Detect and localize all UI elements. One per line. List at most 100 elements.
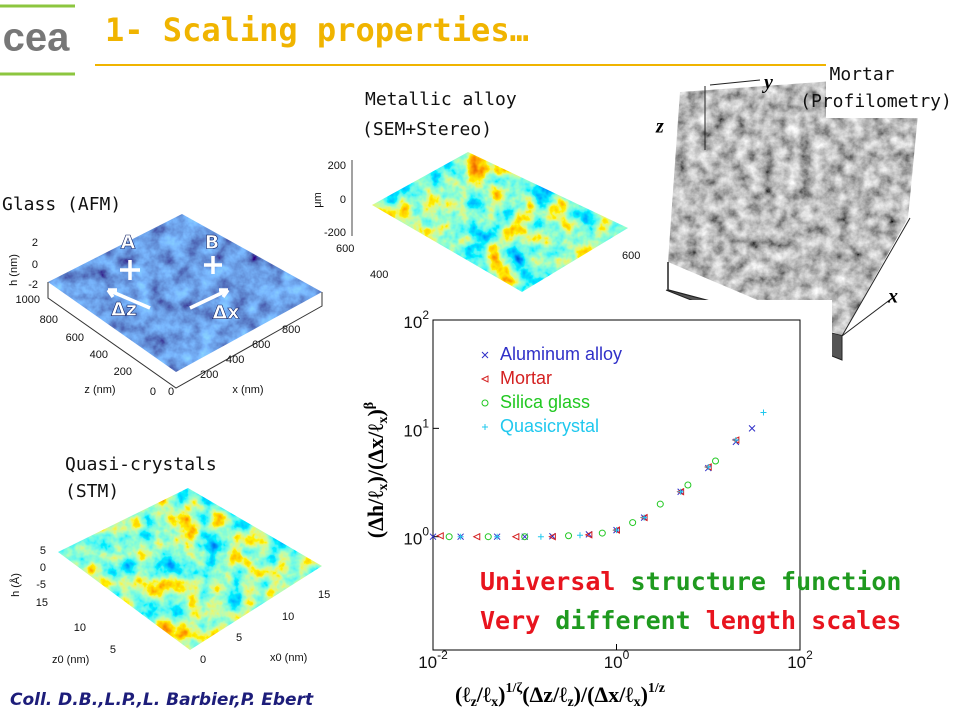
highlight-line: Very different length scales: [480, 606, 901, 635]
legend-label: Mortar: [500, 368, 552, 388]
tick-label: 5: [40, 545, 46, 557]
tick-label: -5: [36, 579, 46, 591]
data-point: [760, 409, 767, 416]
data-point: [537, 533, 544, 540]
label-part: 1/ζ: [506, 681, 523, 696]
logo: cea: [0, 4, 75, 76]
delta-label: Δx: [213, 302, 240, 324]
tick-label: 0: [168, 386, 174, 398]
data-point: [576, 532, 583, 539]
highlight-word: structure function: [615, 567, 901, 596]
label-part: x: [634, 695, 641, 710]
data-point: [641, 514, 648, 521]
tick-label: 0: [200, 654, 206, 666]
tick-label: 600: [622, 250, 640, 262]
glass-panel: Glass (AFM) h (nm) 2 0 -2 1000 800 600 4…: [2, 194, 323, 398]
axis-label: μm: [312, 192, 324, 208]
axis-label: x0 (nm): [270, 652, 307, 664]
tick-exponent: -2: [437, 648, 448, 662]
data-point: [684, 481, 692, 489]
data-point: [712, 457, 720, 465]
label-part: ): [641, 682, 648, 707]
y-axis-label: (Δh/ℓx)/(Δx/ℓx)β: [362, 402, 391, 538]
label-part: (Δh/ℓ: [363, 490, 388, 538]
legend-label: Aluminum alloy: [500, 344, 622, 364]
tick-label: 800: [282, 324, 300, 336]
tick-label: 5: [236, 632, 242, 644]
tick-label: 600: [336, 243, 354, 255]
data-point: [629, 519, 637, 526]
label-part: /ℓ: [476, 682, 491, 707]
panel-label: Metallic alloy: [365, 89, 517, 110]
tick-base: 10: [403, 530, 422, 549]
data-point: [656, 500, 664, 508]
label-part: z: [471, 695, 477, 710]
tick-label: 200: [328, 160, 346, 172]
tick-label: 400: [370, 269, 388, 281]
label-part: x: [376, 417, 391, 424]
legend-marker: [482, 424, 488, 430]
quasi-panel: Quasi-crystals (STM) h (Å) 5 0 -5 15 10 …: [9, 454, 330, 666]
highlight-word: Very: [480, 606, 540, 635]
tick-label: 200: [114, 366, 132, 378]
tick-base: 10: [418, 653, 437, 672]
tick-label: 5: [110, 644, 116, 656]
tick-label: 600: [252, 339, 270, 351]
data-point: [484, 533, 492, 541]
tick-label: 15: [36, 597, 48, 609]
chart-background: [392, 300, 832, 662]
data-point: [472, 532, 481, 541]
panel-label: (SEM+Stereo): [362, 119, 492, 140]
axis-label: h (Å): [9, 573, 22, 597]
x-axis-label: (ℓz/ℓx)1/ζ(Δz/ℓz)/(Δx/ℓx)1/z: [455, 681, 665, 710]
highlight-word: length scales: [691, 606, 902, 635]
axis-letter: z: [655, 116, 664, 138]
tick-label: 0: [150, 386, 156, 398]
delta-label: Δz: [111, 299, 137, 321]
data-point: [748, 424, 756, 432]
label-part: x: [376, 483, 391, 490]
data-point: [732, 437, 739, 444]
tick-exponent: 2: [806, 648, 813, 662]
panel-label: (STM): [65, 481, 119, 502]
axis-label: x (nm): [232, 384, 263, 396]
panel-label: Mortar: [829, 64, 894, 85]
data-point: [429, 533, 437, 541]
legend-marker: [481, 399, 489, 407]
tick-label: -2: [28, 279, 38, 291]
tick-base: 10: [403, 313, 422, 332]
legend-label: Quasicrystal: [500, 416, 599, 436]
tick-label: 200: [200, 369, 218, 381]
point-label: B: [205, 232, 219, 254]
label-part: ): [498, 682, 505, 707]
data-point: [457, 533, 464, 540]
tick-exponent: 2: [422, 308, 429, 322]
tick-label: 101: [403, 417, 429, 441]
tick-label: 400: [226, 354, 244, 366]
label-part: z: [567, 695, 573, 710]
tick-label: 102: [787, 648, 813, 672]
data-point: [511, 532, 520, 541]
highlight-word: different: [540, 606, 691, 635]
tick-label: 0: [340, 194, 346, 206]
label-part: x: [491, 695, 498, 710]
tick-label: 400: [90, 349, 108, 361]
tick-label: 102: [403, 308, 429, 332]
chart: 10-2 100 102100101102(Δh/ℓx)/(Δx/ℓx)β(ℓz/ℓ…: [362, 308, 813, 710]
legend-marker: [481, 351, 489, 359]
data-point: [521, 533, 529, 541]
label-part: )/(Δx/ℓ: [363, 424, 388, 484]
tick-label: 10: [282, 611, 294, 623]
mortar-panel: z y x Mortar (Profilometry): [655, 62, 952, 361]
tick-label: 800: [40, 314, 58, 326]
data-point: [565, 532, 573, 540]
tick-label: 10: [74, 622, 86, 634]
tick-label: 15: [318, 589, 330, 601]
tick-label: 100: [604, 648, 630, 672]
data-point: [548, 532, 556, 541]
metallic-panel: Metallic alloy (SEM+Stereo) μm 200 0 -20…: [312, 89, 640, 292]
tick-label: 1000: [16, 294, 40, 306]
axis-label: h (nm): [8, 254, 20, 286]
tick-base: 10: [403, 422, 422, 441]
tick-base: 10: [604, 653, 623, 672]
